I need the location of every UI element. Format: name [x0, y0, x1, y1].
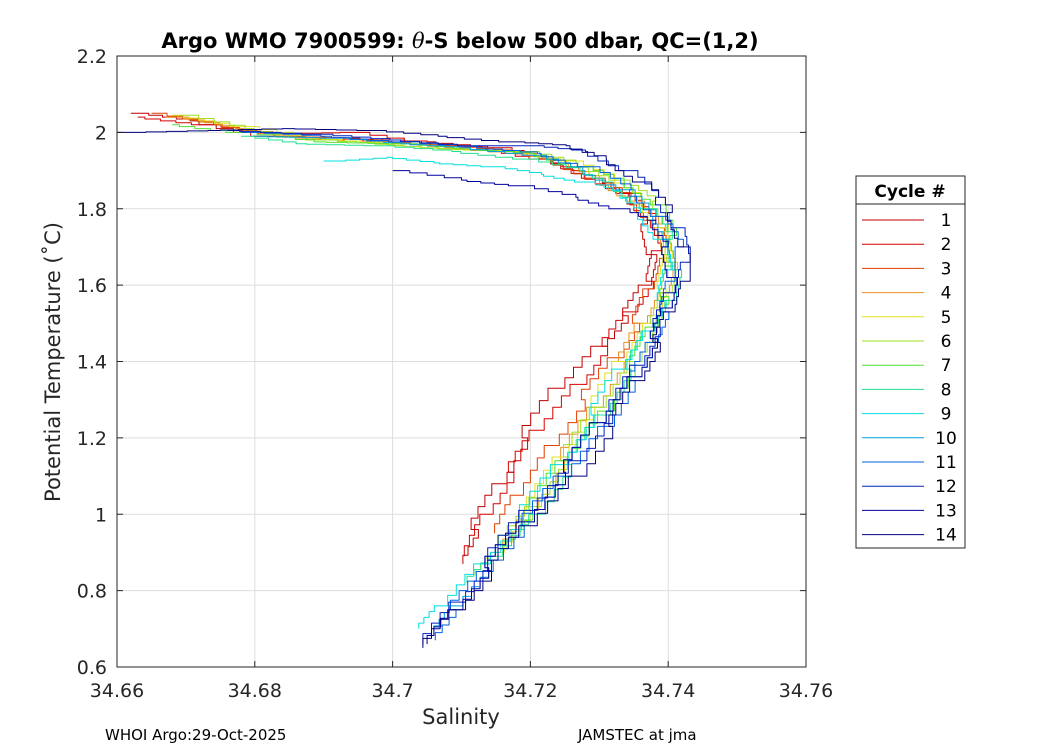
chart-title: Argo WMO 7900599: θ-S below 500 dbar, QC… [161, 29, 758, 53]
series-line-cycle-14 [117, 128, 691, 648]
footer-right: JAMSTEC at jma [578, 726, 697, 744]
x-tick-label: 34.76 [779, 680, 833, 702]
legend-label: 2 [941, 235, 952, 255]
x-tick-label: 34.74 [641, 680, 695, 702]
legend-label: 1 [941, 211, 952, 231]
legend-label: 6 [941, 332, 952, 352]
y-tick-label: 1 [95, 504, 107, 526]
x-tick-label: 34.66 [90, 680, 144, 702]
legend-label: 10 [935, 429, 957, 449]
legend-label: 14 [935, 526, 957, 546]
legend-label: 5 [941, 308, 952, 328]
y-tick-label: 0.6 [77, 657, 107, 679]
series-line-cycle-9 [323, 156, 673, 629]
y-axis-label: Potential Temperature (˚C) [41, 222, 65, 502]
series-line-cycle-13 [392, 170, 678, 645]
y-tick-label: 0.8 [77, 581, 107, 603]
legend-label: 9 [941, 405, 952, 425]
y-tick-label: 1.8 [77, 199, 107, 221]
legend-label: 13 [935, 501, 957, 521]
x-tick-label: 34.72 [503, 680, 557, 702]
series-line-cycle-12 [227, 130, 691, 645]
legend-label: 4 [941, 284, 952, 304]
legend-label: 11 [935, 453, 957, 473]
x-tick-label: 34.68 [228, 680, 282, 702]
legend-title: Cycle # [874, 182, 945, 202]
x-tick-label: 34.7 [371, 680, 413, 702]
y-tick-label: 1.4 [77, 352, 107, 374]
axis-ticks: 34.66 34.68 34.7 34.72 34.74 34.76 0.6 0.8 1 1.2 1… [77, 46, 833, 702]
series-layer [117, 112, 691, 648]
footer-left: WHOI Argo:29-Oct-2025 [105, 726, 287, 744]
legend-label: 3 [941, 259, 952, 279]
legend-label: 7 [941, 356, 952, 376]
y-tick-label: 1.6 [77, 275, 107, 297]
y-tick-label: 2.2 [77, 46, 107, 68]
y-tick-label: 2 [95, 122, 107, 144]
legend-label: 8 [941, 380, 952, 400]
x-axis-label: Salinity [422, 705, 500, 729]
y-tick-label: 1.2 [77, 428, 107, 450]
legend-label: 12 [935, 477, 957, 497]
